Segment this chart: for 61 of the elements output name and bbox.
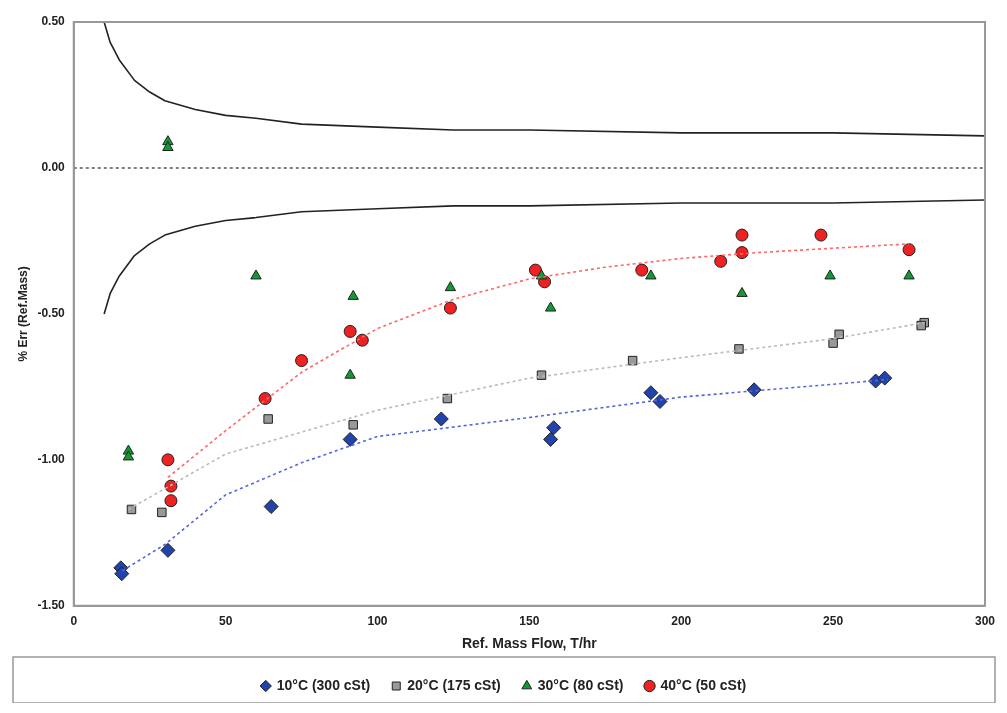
point [714, 254, 728, 268]
point [157, 507, 167, 518]
point [164, 479, 178, 493]
point [122, 450, 135, 461]
point [735, 246, 749, 260]
point [643, 385, 659, 401]
point [543, 431, 559, 447]
point [736, 286, 748, 297]
point [250, 269, 262, 280]
point [734, 344, 744, 354]
point [162, 141, 174, 152]
point [824, 269, 836, 280]
x-tick-label: 300 [974, 614, 996, 629]
point [164, 494, 178, 508]
legend-label: 30°C (80 cSt) [537, 676, 624, 693]
point [433, 411, 449, 427]
point [258, 392, 272, 406]
point [528, 263, 542, 277]
legend-label: 10°C (300 cSt) [276, 676, 371, 693]
point [114, 566, 130, 582]
x-tick-label: 250 [823, 614, 844, 629]
point [295, 354, 309, 368]
point [814, 228, 828, 242]
y-tick-label: 0.50 [41, 14, 66, 29]
point [263, 499, 279, 515]
x-tick-label: 150 [519, 614, 540, 629]
x-tick-label: 0 [70, 614, 78, 629]
y-tick-label: 0.00 [41, 160, 66, 175]
y-tick-label: -1.50 [37, 598, 66, 613]
point [263, 414, 273, 424]
point [355, 333, 369, 347]
point [443, 301, 457, 315]
point [342, 431, 358, 447]
point [344, 368, 356, 379]
point [828, 338, 838, 348]
x-tick-label: 200 [671, 614, 692, 629]
point [735, 228, 749, 242]
y-tick-label: -0.50 [37, 306, 66, 321]
point [903, 269, 915, 280]
point [877, 370, 893, 386]
point [544, 301, 557, 312]
point [652, 393, 668, 409]
point [645, 269, 657, 280]
point [343, 324, 357, 338]
x-axis-title: Ref. Mass Flow, T/hr [461, 635, 598, 652]
point [348, 420, 358, 430]
legend-label: 40°C (50 cSt) [660, 676, 747, 693]
legend-label: 20°C (175 cSt) [407, 676, 501, 693]
point [161, 453, 175, 467]
x-tick-label: 100 [367, 614, 388, 629]
y-axis-title: % Err (Ref.Mass) [15, 266, 30, 362]
point [546, 420, 562, 436]
point [902, 243, 916, 257]
point [160, 542, 176, 558]
y-tick-label: -1.00 [37, 452, 66, 467]
x-tick-label: 50 [218, 614, 233, 629]
point [635, 263, 649, 277]
point [444, 281, 457, 292]
point [347, 289, 359, 300]
point [834, 329, 844, 340]
point [627, 355, 638, 366]
